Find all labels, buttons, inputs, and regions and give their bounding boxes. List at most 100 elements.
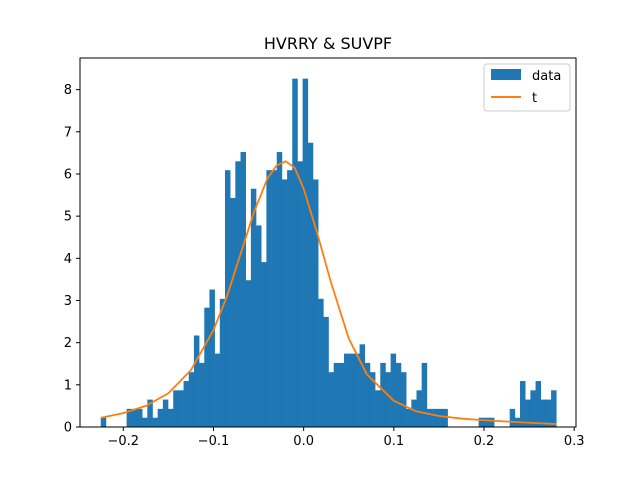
histogram-bar (204, 307, 210, 427)
histogram-bar (281, 179, 288, 427)
y-axis: 0 1 2 3 4 5 6 7 8 (64, 83, 80, 436)
histogram-bar (535, 381, 542, 427)
histogram-bar (100, 417, 107, 427)
histogram-bar (406, 408, 412, 427)
x-axis: −0.2 −0.1 0.0 0.1 0.2 0.3 (107, 427, 585, 449)
histogram-bar (256, 225, 262, 427)
y-tick-label: 4 (64, 252, 72, 267)
histogram-bar (287, 170, 293, 427)
data-bars (100, 78, 557, 428)
histogram-bar (276, 152, 283, 428)
histogram-bar (240, 152, 246, 428)
x-tick-label: 0.3 (564, 434, 585, 449)
histogram-bar (442, 408, 448, 427)
histogram-bar (328, 372, 334, 427)
chart-title: HVRRY & SUVPF (264, 34, 392, 53)
legend-t-label: t (532, 91, 537, 106)
histogram-bar (323, 316, 329, 427)
histogram-bar (193, 335, 200, 427)
plot-frame (79, 57, 577, 428)
histogram-bar (302, 78, 309, 427)
y-tick-label: 5 (64, 210, 72, 225)
histogram-bar (162, 399, 169, 427)
legend-data-swatch (491, 69, 521, 80)
histogram-bar (219, 298, 226, 427)
histogram-bar (152, 417, 158, 427)
histogram-bar (173, 390, 179, 427)
histogram-bar (230, 198, 236, 427)
histogram-bar (261, 262, 267, 427)
legend-data-label: data (532, 69, 561, 84)
histogram-bar (380, 362, 386, 427)
histogram-bar (250, 188, 257, 427)
histogram-bar (338, 362, 345, 427)
histogram-bar (178, 390, 184, 427)
histogram-bar (540, 399, 547, 427)
y-tick-label: 0 (64, 421, 72, 436)
histogram-bar (349, 353, 355, 427)
histogram-bar (364, 362, 371, 427)
histogram-bar (168, 408, 174, 427)
histogram-bar (214, 353, 221, 427)
x-tick-label: −0.1 (198, 434, 230, 449)
histogram-bar (369, 372, 376, 427)
histogram-bar (545, 399, 552, 427)
t-fit-line (100, 160, 557, 425)
histogram-bar (209, 289, 215, 427)
histogram-bar (344, 353, 350, 427)
legend: data t (483, 63, 571, 112)
histogram-bar (488, 417, 495, 427)
histogram-bar (136, 408, 143, 427)
histogram-bar (142, 417, 148, 427)
t-line-layer (100, 160, 557, 425)
histogram-bar (375, 390, 381, 427)
histogram-bar (235, 161, 241, 427)
histogram-bar (147, 399, 153, 427)
histogram-bar (312, 179, 319, 427)
histogram-bar (292, 78, 298, 427)
histogram-bar (421, 362, 428, 427)
histogram-bar (432, 408, 438, 427)
histogram-bar (478, 417, 485, 427)
histogram-bar (400, 372, 407, 427)
histogram-bar (483, 417, 490, 427)
histogram-bar (266, 170, 272, 427)
histogram-bar (416, 390, 422, 427)
histogram-bar (551, 390, 557, 427)
histogram-bar (530, 390, 536, 427)
histogram-bar (411, 399, 417, 427)
histogram-bar (188, 372, 195, 427)
histogram-bar (307, 142, 314, 427)
y-tick-label: 7 (64, 125, 72, 140)
y-tick-label: 8 (64, 83, 72, 98)
histogram-bar (385, 372, 391, 427)
histogram-bar (437, 408, 443, 427)
histogram-bar (359, 344, 366, 427)
histogram-bar (525, 399, 531, 427)
histogram-bar (395, 362, 402, 427)
histogram-bar (131, 408, 138, 427)
y-tick-label: 1 (64, 378, 72, 393)
histogram-bar (224, 170, 231, 427)
histogram-bar (354, 353, 360, 427)
histogram-bar (318, 298, 324, 427)
y-tick-label: 6 (64, 167, 72, 182)
histogram-bar (520, 381, 526, 427)
histogram-bar (126, 408, 133, 427)
y-tick-label: 2 (64, 336, 72, 351)
x-tick-label: 0.0 (293, 434, 314, 449)
histogram-bar (183, 381, 190, 427)
x-tick-label: 0.2 (474, 434, 495, 449)
y-tick-label: 3 (64, 294, 72, 309)
histogram-bar (271, 170, 278, 427)
histogram-bar (390, 353, 397, 427)
histogram-bar (157, 408, 164, 427)
histogram-bar (333, 362, 340, 427)
x-tick-label: 0.1 (383, 434, 404, 449)
histogram-bar (509, 408, 516, 427)
x-tick-label: −0.2 (107, 434, 139, 449)
histogram-bar (426, 408, 433, 427)
histogram-bar (245, 280, 252, 427)
histogram-bar (297, 161, 303, 427)
